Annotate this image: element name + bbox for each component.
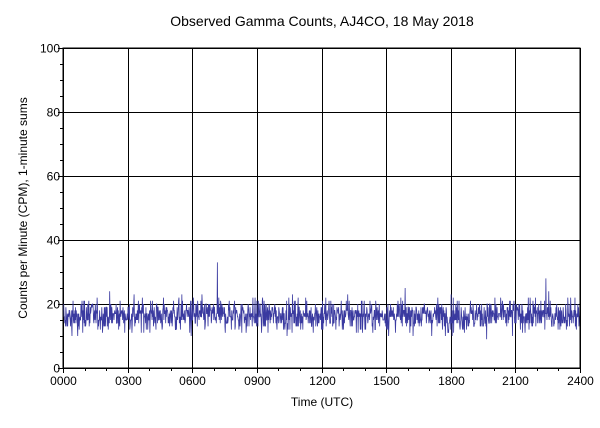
x-axis: 0000 0300 0600 0900 1200 1500 1800 2100 2400 bbox=[50, 368, 594, 388]
y-axis: 0 20 40 60 80 100 bbox=[40, 42, 63, 376]
y-tick-label: 60 bbox=[47, 170, 61, 184]
x-tick-label: 1500 bbox=[373, 374, 400, 388]
y-tick-label: 80 bbox=[47, 106, 61, 120]
series-polyline bbox=[62, 262, 581, 340]
x-tick-label: 2100 bbox=[502, 374, 529, 388]
y-tick-label: 40 bbox=[47, 234, 61, 248]
y-tick-label: 100 bbox=[40, 42, 60, 56]
series-line bbox=[62, 262, 581, 340]
y-tick-label: 0 bbox=[53, 362, 60, 376]
x-tick-label: 0900 bbox=[244, 374, 271, 388]
x-tick-label: 1200 bbox=[309, 374, 336, 388]
x-tick-label: 2400 bbox=[567, 374, 594, 388]
x-tick-label: 0300 bbox=[115, 374, 142, 388]
x-axis-label: Time (UTC) bbox=[291, 395, 353, 409]
x-tick-label: 1800 bbox=[438, 374, 465, 388]
x-tick-label: 0600 bbox=[179, 374, 206, 388]
x-tick-label: 0000 bbox=[50, 374, 77, 388]
y-tick-label: 20 bbox=[47, 298, 61, 312]
y-axis-label: Counts per Minute (CPM), 1-minute sums bbox=[16, 97, 30, 318]
chart-title: Observed Gamma Counts, AJ4CO, 18 May 201… bbox=[170, 13, 474, 29]
